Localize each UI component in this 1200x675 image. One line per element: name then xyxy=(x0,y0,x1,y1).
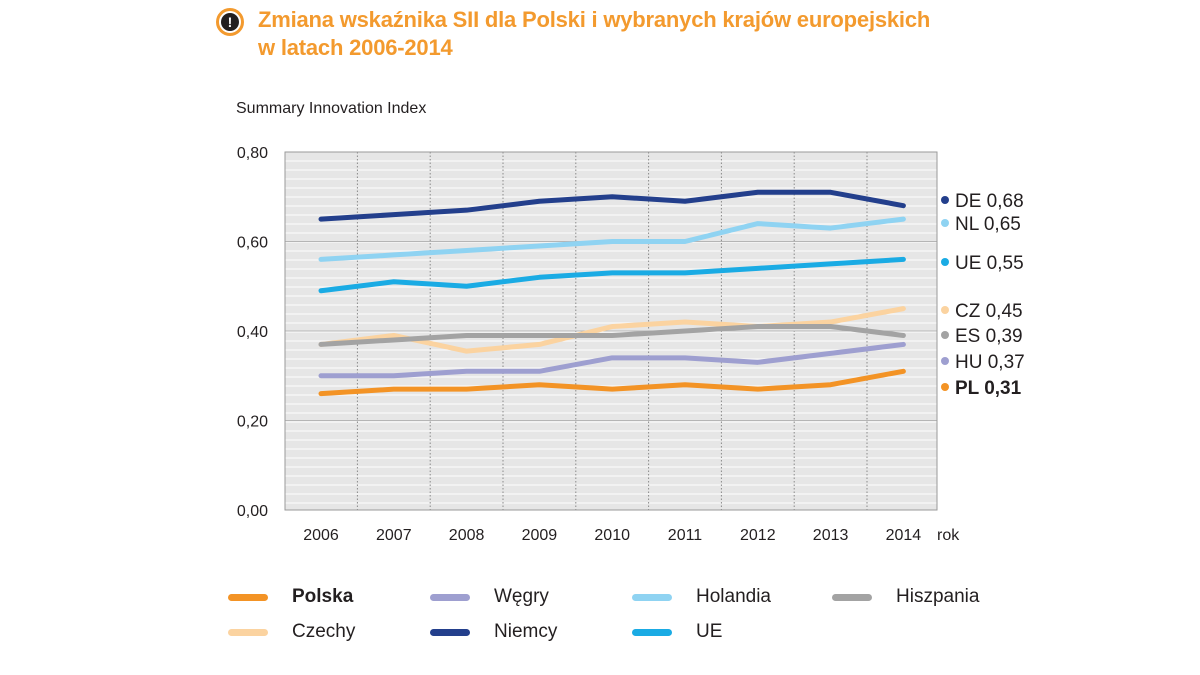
legend-swatch xyxy=(632,628,672,636)
end-label-dot xyxy=(941,258,949,266)
series-line-pl xyxy=(318,368,906,397)
legend-label: UE xyxy=(696,621,723,642)
chart-title: Zmiana wskaźnika SII dla Polski i wybran… xyxy=(258,6,930,62)
y-tick-label: 0,40 xyxy=(237,324,268,341)
x-tick-label: 2014 xyxy=(886,527,922,544)
chart-title-line-1: Zmiana wskaźnika SII dla Polski i wybran… xyxy=(258,7,931,32)
legend-item-es: Hiszpania xyxy=(832,586,979,608)
chart-title-line-2: w latach 2006-2014 xyxy=(258,35,453,60)
legend: Polska Węgry Holandia Hiszpania Czechy Niemcy… xyxy=(228,586,1048,666)
end-label-dot xyxy=(941,331,949,339)
svg-text:!: ! xyxy=(228,14,233,30)
legend-item-de: Niemcy xyxy=(430,621,557,643)
legend-swatch xyxy=(430,593,470,601)
legend-item-hu: Węgry xyxy=(430,586,549,608)
x-tick-label: 2009 xyxy=(522,527,558,544)
legend-item-nl: Holandia xyxy=(632,586,771,608)
y-tick-label: 0,60 xyxy=(237,235,268,252)
series-line-de xyxy=(318,189,906,222)
legend-item-cz: Czechy xyxy=(228,621,355,643)
series-line-hu xyxy=(318,341,906,379)
series-line-nl xyxy=(318,216,906,262)
legend-swatch xyxy=(632,593,672,601)
legend-label: Polska xyxy=(292,586,354,607)
plot-frame xyxy=(284,151,938,511)
legend-label: Hiszpania xyxy=(896,586,980,607)
end-label-pl: PL 0,31 xyxy=(955,378,1022,399)
x-tick-label: 2008 xyxy=(449,527,485,544)
legend-swatch xyxy=(832,593,872,601)
legend-item-pl: Polska xyxy=(228,586,353,608)
legend-label: Holandia xyxy=(696,586,771,607)
end-label-ue: UE 0,55 xyxy=(955,253,1024,274)
end-label-cz: CZ 0,45 xyxy=(955,301,1023,322)
y-tick-label: 0,00 xyxy=(237,503,268,520)
end-label-de: DE 0,68 xyxy=(955,191,1024,212)
legend-item-ue: UE xyxy=(632,621,722,643)
legend-swatch xyxy=(228,593,268,601)
x-tick-label: 2007 xyxy=(376,527,412,544)
end-label-dot xyxy=(941,306,949,314)
x-tick-label: 2006 xyxy=(303,527,339,544)
alert-icon: ! xyxy=(216,8,244,36)
line-chart: 0,00 0,20 0,40 0,60 0,80 2006 2007 2008 2009 2010… xyxy=(237,145,1025,544)
legend-label: Niemcy xyxy=(494,621,558,642)
legend-label: Węgry xyxy=(494,586,549,607)
x-tick-label: 2010 xyxy=(594,527,630,544)
end-label-dot xyxy=(941,196,949,204)
end-label-hu: HU 0,37 xyxy=(955,352,1025,373)
x-tick-label: 2011 xyxy=(668,527,703,544)
legend-swatch xyxy=(430,628,470,636)
legend-label: Czechy xyxy=(292,621,356,642)
y-tick-label: 0,20 xyxy=(237,414,268,431)
end-label-es: ES 0,39 xyxy=(955,326,1023,347)
x-tick-label: 2013 xyxy=(813,527,849,544)
end-label-dot xyxy=(941,219,949,227)
y-axis-label: Summary Innovation Index xyxy=(236,100,427,117)
end-label-nl: NL 0,65 xyxy=(955,214,1021,235)
series-line-ue xyxy=(318,256,906,294)
series-line-es xyxy=(318,324,906,347)
end-label-dot xyxy=(941,383,949,391)
y-tick-label: 0,80 xyxy=(237,145,268,162)
end-label-dot xyxy=(941,357,949,365)
legend-swatch xyxy=(228,628,268,636)
x-tick-label: 2012 xyxy=(740,527,776,544)
x-axis-label: rok xyxy=(937,527,960,544)
